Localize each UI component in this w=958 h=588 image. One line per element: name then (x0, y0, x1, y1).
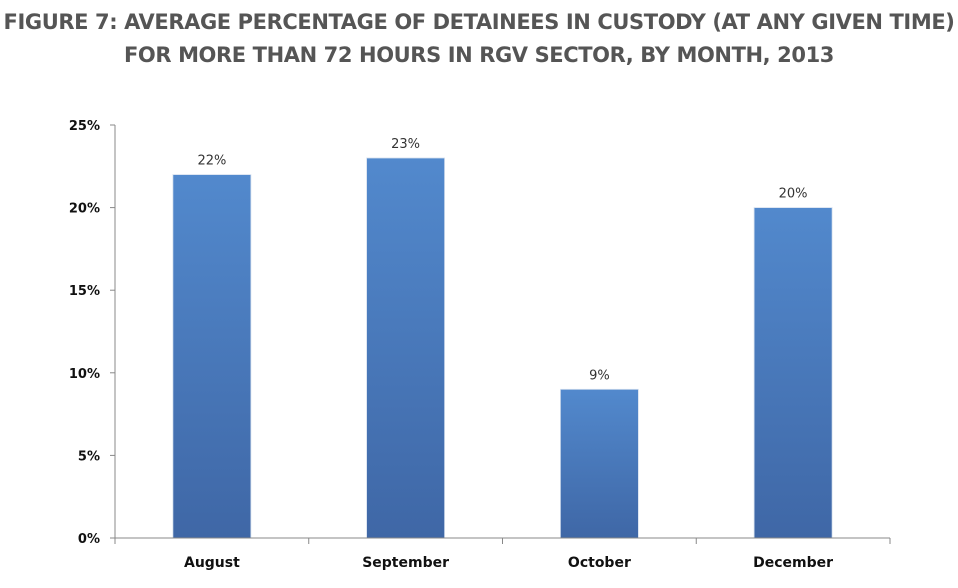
chart-title-line-2: FOR MORE THAN 72 HOURS IN RGV SECTOR, BY… (123, 43, 835, 67)
y-tick-label: 20% (69, 202, 100, 217)
data-label: 20% (779, 187, 808, 202)
bar-september (366, 157, 446, 539)
bar-december (753, 207, 833, 539)
y-tick-label: 15% (69, 284, 100, 299)
x-tick-label: September (362, 555, 449, 571)
axes-group: August September October December 0% 5% 10% 15%… (69, 119, 891, 571)
x-tick-label: August (184, 555, 240, 571)
chart-title: FIGURE 7: AVERAGE PERCENTAGE OF DETAINEE… (0, 6, 958, 72)
x-tick-label: December (753, 555, 833, 571)
bar-august (172, 174, 252, 539)
bars-group: 22% 23% 9% 20% (172, 137, 833, 539)
y-tick-label: 25% (69, 119, 100, 134)
bar-october (560, 388, 639, 539)
chart-title-line-1: FIGURE 7: AVERAGE PERCENTAGE OF DETAINEE… (3, 10, 955, 34)
y-tick-label: 0% (78, 532, 100, 547)
data-label: 9% (589, 368, 610, 383)
y-tick-label: 10% (69, 367, 100, 382)
y-tick-label: 5% (78, 449, 100, 464)
x-tick-label: October (568, 555, 631, 571)
data-label: 22% (197, 154, 226, 169)
data-label: 23% (391, 137, 420, 152)
